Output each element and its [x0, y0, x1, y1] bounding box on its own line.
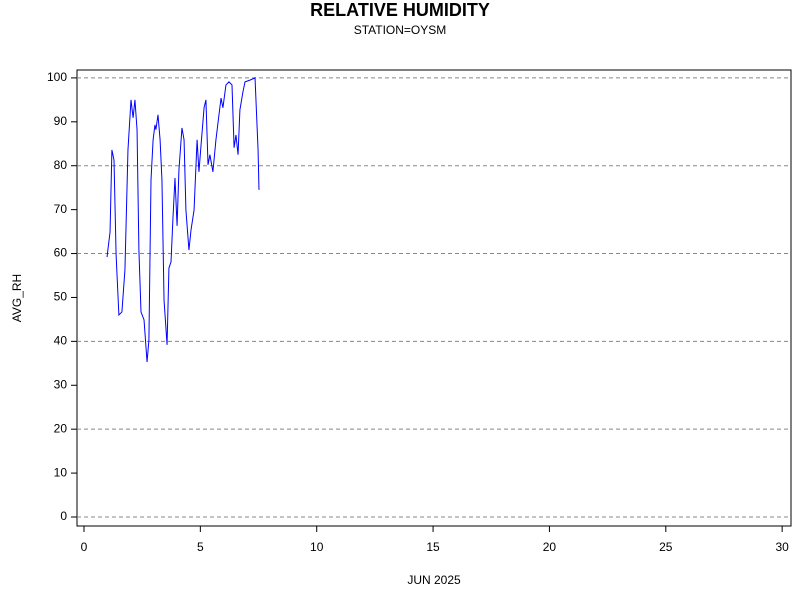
- y-tick-label: 100: [47, 70, 67, 84]
- y-tick-label: 0: [60, 509, 67, 523]
- y-tick-label: 50: [54, 290, 68, 304]
- chart-subtitle: STATION=OYSM: [354, 23, 447, 37]
- data-line: [106, 77, 260, 363]
- x-tick-label: 10: [310, 540, 324, 554]
- x-tick-label: 25: [659, 540, 673, 554]
- x-axis-label: JUN 2025: [407, 573, 461, 587]
- y-tick-label: 40: [54, 334, 68, 348]
- x-tick-label: 30: [775, 540, 789, 554]
- x-tick-label: 20: [543, 540, 557, 554]
- y-tick-label: 60: [54, 246, 68, 260]
- chart-title: RELATIVE HUMIDITY: [310, 0, 490, 20]
- y-tick-label: 30: [54, 377, 68, 391]
- plot-frame: [76, 69, 792, 527]
- y-axis-label: AVG_RH: [10, 274, 24, 322]
- y-tick-label: 10: [54, 465, 68, 479]
- x-tick-label: 0: [81, 540, 88, 554]
- y-tick-label: 70: [54, 202, 68, 216]
- y-tick-label: 80: [54, 158, 68, 172]
- x-tick-label: 5: [197, 540, 204, 554]
- y-tick-label: 90: [54, 114, 68, 128]
- x-tick-label: 15: [426, 540, 440, 554]
- y-tick-label: 20: [54, 421, 68, 435]
